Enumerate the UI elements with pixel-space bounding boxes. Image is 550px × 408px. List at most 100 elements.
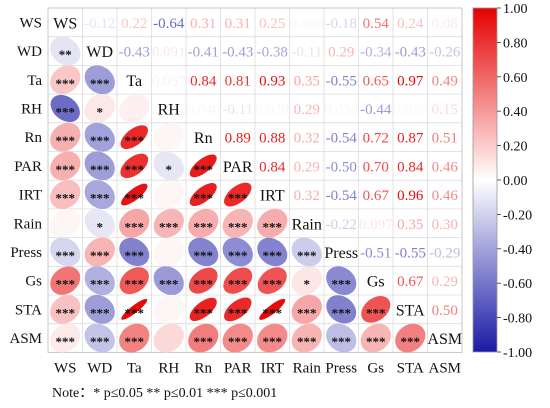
coef-value: -0.43 xyxy=(395,45,426,61)
coef-value: -0.41 xyxy=(188,45,219,61)
coef-value: -0.34 xyxy=(360,45,392,61)
coef-value: 0.49 xyxy=(432,73,458,89)
coef-value: 0.89 xyxy=(225,131,251,147)
diag-label-sta: STA xyxy=(396,302,425,319)
corr-ellipse xyxy=(257,237,288,267)
x-tick-label: Rain xyxy=(293,360,322,376)
coef-value: 0.24 xyxy=(397,16,424,32)
corr-ellipse xyxy=(84,65,115,95)
significance-mark: *** xyxy=(56,191,76,206)
coef-value: -0.12 xyxy=(84,16,115,32)
significance-mark: *** xyxy=(56,162,76,177)
coef-value: 0.30 xyxy=(432,217,458,233)
colorbar-tick-label: 0.60 xyxy=(503,71,528,86)
corr-ellipse xyxy=(259,298,286,320)
significance-mark: *** xyxy=(56,305,76,320)
colorbar-tick-label: 1.00 xyxy=(503,2,528,17)
significance-mark: * xyxy=(304,277,311,292)
corr-ellipse xyxy=(257,323,288,353)
colorbar-tick-label: -0.40 xyxy=(503,243,532,258)
coef-value: 0.08 xyxy=(432,16,458,32)
colorbar-tick-label: 0.80 xyxy=(503,36,528,51)
corr-ellipse xyxy=(84,266,115,296)
significance-mark: *** xyxy=(228,305,248,320)
x-tick-label: WD xyxy=(87,360,112,376)
colorbar-tick-label: 0.00 xyxy=(503,174,528,189)
corr-ellipse xyxy=(50,122,81,152)
coef-value: 0.46 xyxy=(432,188,459,204)
significance-mark: *** xyxy=(90,277,110,292)
diag-label-rain: Rain xyxy=(292,216,322,233)
y-tick-label: Press xyxy=(10,245,42,261)
coef-value: -0.55 xyxy=(326,73,357,89)
corr-ellipse xyxy=(119,267,149,295)
significance-mark: *** xyxy=(297,305,317,320)
coef-value: -0.18 xyxy=(326,16,357,32)
diag-label-par: PAR xyxy=(223,159,253,176)
corr-ellipse xyxy=(291,237,322,267)
corr-ellipse xyxy=(84,122,115,152)
coef-value: 0.038 xyxy=(324,102,358,118)
coef-value: 0.84 xyxy=(397,159,424,175)
significance-mark: *** xyxy=(125,334,145,349)
y-tick-label: Rain xyxy=(14,216,43,232)
diag-label-ws: WS xyxy=(53,15,77,32)
corr-ellipse xyxy=(326,295,357,324)
corr-ellipse xyxy=(153,180,184,209)
coef-value: -0.38 xyxy=(257,45,288,61)
diag-label-asm: ASM xyxy=(427,331,462,348)
significance-mark: *** xyxy=(263,248,283,263)
coef-value: 0.091 xyxy=(152,45,186,61)
coef-value: -0.26 xyxy=(429,45,461,61)
y-tick-label: Ta xyxy=(27,73,42,89)
significance-mark: *** xyxy=(159,219,179,234)
coef-value: 0.72 xyxy=(363,131,389,147)
significance-mark: *** xyxy=(56,133,76,148)
significance-mark: *** xyxy=(194,191,214,206)
significance-mark: *** xyxy=(90,133,110,148)
significance-mark: *** xyxy=(159,277,179,292)
coef-value: 0.96 xyxy=(397,188,424,204)
y-tick-label: WD xyxy=(17,44,42,60)
coef-value: -0.55 xyxy=(395,245,426,261)
diag-label-wd: WD xyxy=(86,44,113,61)
coef-value: -0.29 xyxy=(429,245,460,261)
x-tick-label: Ta xyxy=(127,360,142,376)
corr-ellipse xyxy=(188,237,219,267)
y-tick-label: WS xyxy=(20,15,43,31)
corr-ellipse xyxy=(84,294,115,324)
coef-value: -0.50 xyxy=(326,159,357,175)
diag-label-rh: RH xyxy=(158,101,181,118)
corr-ellipse xyxy=(84,208,115,238)
matrix-frame xyxy=(47,7,463,353)
significance-mark: *** xyxy=(56,76,76,91)
x-tick-label: Rn xyxy=(194,360,212,376)
diag-label-ta: Ta xyxy=(126,73,142,90)
corr-ellipse xyxy=(50,180,81,209)
x-tick-label: STA xyxy=(397,360,424,376)
coef-value: 0.54 xyxy=(363,16,390,32)
significance-mark: * xyxy=(166,162,173,177)
significance-mark: *** xyxy=(125,133,145,148)
significance-mark: *** xyxy=(228,191,248,206)
matrix-grid xyxy=(47,7,463,353)
corr-ellipse xyxy=(395,323,426,353)
coef-value: -0.54 xyxy=(326,131,358,147)
significance-mark: * xyxy=(97,219,104,234)
significance-mark: *** xyxy=(90,162,110,177)
coef-value: 0.097 xyxy=(359,217,393,233)
corr-ellipse xyxy=(119,323,150,353)
significance-mark: *** xyxy=(90,76,110,91)
corr-ellipse xyxy=(84,94,115,123)
corr-ellipse xyxy=(50,36,81,66)
corr-ellipse xyxy=(189,183,217,207)
corr-ellipse xyxy=(326,266,357,295)
corr-ellipse xyxy=(153,122,184,152)
diag-label-press: Press xyxy=(324,245,358,262)
corr-ellipse xyxy=(291,294,322,324)
coef-value: 0.29 xyxy=(328,45,354,61)
significance-mark: *** xyxy=(125,219,145,234)
significance-mark: *** xyxy=(228,248,248,263)
coef-value: 0.67 xyxy=(397,274,424,290)
coef-value: 0.88 xyxy=(259,131,285,147)
